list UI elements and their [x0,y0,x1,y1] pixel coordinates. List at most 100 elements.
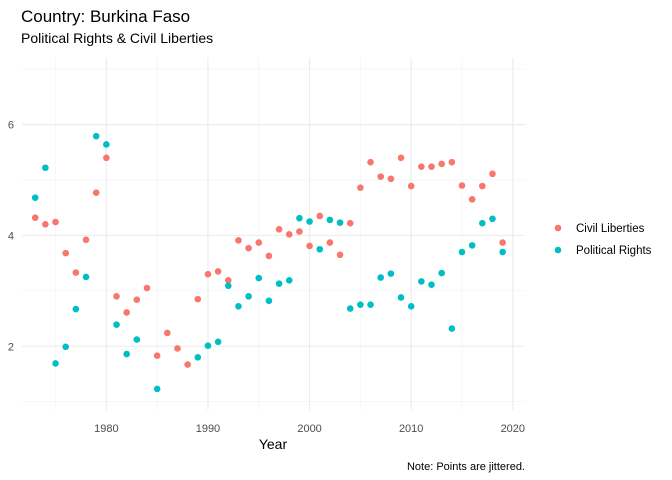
x-axis-ticks: 1980 1990 2000 2010 2020 [94,423,525,435]
data-point [468,242,476,249]
y-tick-label: 6 [8,120,14,132]
data-point [133,296,141,303]
data-point [214,268,222,275]
data-point [194,354,202,361]
legend-key [554,224,562,232]
major-gridlines [22,58,525,410]
x-tick-label: 2020 [501,423,525,435]
data-point [42,164,49,172]
data-point [174,345,181,352]
data-point [103,141,110,148]
data-point [275,225,283,233]
data-point [346,219,354,227]
chart-subtitle: Political Rights & Civil Liberties [21,30,213,46]
data-point [224,276,232,284]
data-point [397,154,405,162]
x-tick-label: 2010 [399,423,423,435]
data-point [306,242,313,250]
data-point [428,163,435,170]
y-axis-ticks: 2 4 6 [8,120,14,354]
data-point [275,280,283,287]
data-point [346,305,354,312]
data-point [184,361,191,368]
data-point [499,239,506,246]
chart-caption: Note: Points are jittered. [407,461,525,473]
data-point [255,239,263,246]
data-point [164,329,171,337]
chart-title: Country: Burkina Faso [21,7,190,26]
data-point [326,216,334,224]
y-tick-label: 4 [8,230,14,242]
data-point [245,244,252,252]
data-point [31,194,39,201]
data-point [153,385,161,393]
data-point [92,189,100,197]
data-point [306,218,313,225]
data-point [72,305,80,313]
data-point [489,170,496,178]
data-point [235,303,242,310]
data-point [214,338,222,346]
data-point [428,281,435,289]
data-point [489,215,496,223]
data-point [82,273,90,281]
y-tick-label: 2 [8,341,14,353]
legend-key [554,246,562,254]
data-point [316,245,324,253]
data-point [285,276,293,284]
data-point [62,343,69,351]
data-point [204,342,212,349]
data-point [357,301,364,308]
data-point [103,154,110,162]
data-point [418,278,425,285]
data-point [52,360,59,367]
legend: Civil Liberties Political Rights [554,223,652,257]
data-point [458,182,466,189]
legend-label: Political Rights [576,245,652,257]
data-point [438,269,445,277]
data-point [143,284,151,292]
data-point [448,325,456,332]
data-point [418,163,425,170]
data-point [377,173,385,180]
data-point [336,251,344,259]
data-point [296,214,303,222]
x-tick-label: 2000 [297,423,321,435]
x-tick-label: 1980 [94,423,118,435]
data-point [448,158,456,166]
data-point [326,239,334,246]
data-point [479,182,486,190]
data-point [458,248,466,256]
data-point [357,184,364,192]
data-point [113,321,120,328]
data-point [153,352,161,359]
data-point [224,282,232,290]
data-point [367,301,374,308]
data-point [194,295,202,303]
data-points [31,132,506,393]
data-point [468,196,476,203]
data-point [407,303,415,310]
data-point [42,220,49,228]
legend-label: Civil Liberties [576,223,645,235]
data-point [72,269,80,276]
data-point [265,297,273,305]
plot-area [22,58,525,410]
minor-gridlines [22,58,525,410]
data-point [235,237,242,244]
data-point [123,309,130,316]
data-point [397,294,405,301]
x-tick-label: 1990 [196,423,220,435]
data-point [31,214,39,221]
data-point [123,350,130,358]
data-point [296,228,303,235]
data-point [377,274,385,281]
data-point [245,293,252,300]
data-point [336,219,344,226]
data-point [479,219,486,227]
data-point [407,182,415,190]
data-point [265,252,273,260]
data-point [316,212,324,220]
data-point [62,249,69,257]
